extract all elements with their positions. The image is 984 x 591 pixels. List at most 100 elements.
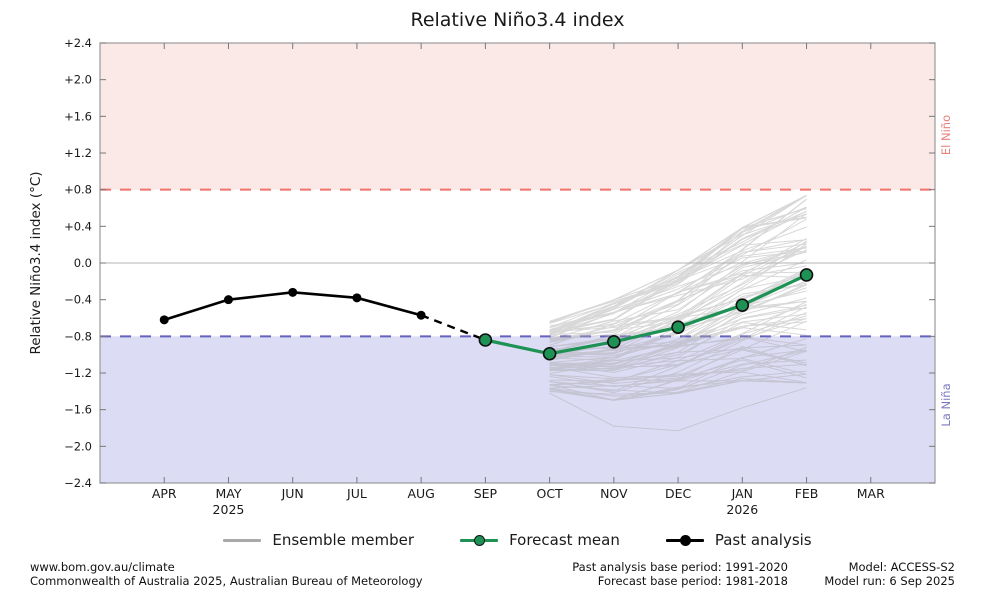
ensemble-member xyxy=(549,243,807,359)
forecast-mean-point xyxy=(735,298,750,312)
footer-copyright: Commonwealth of Australia 2025, Australi… xyxy=(30,574,423,588)
legend-label-past: Past analysis xyxy=(714,531,812,549)
ensemble-member xyxy=(549,349,807,387)
ensemble-member xyxy=(549,226,807,333)
y-tick-label: −2.4 xyxy=(64,476,92,490)
ensemble-member xyxy=(549,307,807,353)
x-year-label: 2026 xyxy=(726,502,758,517)
x-tick-label: FEB xyxy=(795,486,819,501)
ensemble-member xyxy=(549,379,807,401)
ensemble-member xyxy=(549,363,807,384)
ensemble-member xyxy=(549,277,807,354)
ensemble-member xyxy=(549,370,807,401)
ensemble-member xyxy=(549,378,807,395)
ensemble-member xyxy=(549,251,807,340)
ensemble-member xyxy=(549,283,807,372)
x-tick-label: AUG xyxy=(407,486,434,501)
ensemble-member xyxy=(549,349,807,401)
ensemble-member xyxy=(549,206,807,322)
ensemble-member xyxy=(549,336,807,362)
forecast-mean-line xyxy=(485,273,808,356)
chart-title: Relative Niño3.4 index xyxy=(410,9,624,31)
ensemble-member xyxy=(549,194,807,337)
legend-label-forecast: Forecast mean xyxy=(509,531,620,549)
ensemble-member xyxy=(549,280,807,364)
ensemble-member xyxy=(549,359,807,401)
ensemble-member xyxy=(549,194,807,336)
legend-item-forecast: Forecast mean xyxy=(460,531,620,549)
la-nina-band xyxy=(100,336,935,483)
y-tick-label: +2.4 xyxy=(64,36,92,50)
ensemble-member xyxy=(549,300,807,360)
x-tick-label: JUN xyxy=(281,486,304,501)
forecast-mean-point xyxy=(671,320,685,334)
forecast-mean-point xyxy=(607,335,621,349)
chart-legend: Ensemble member Forecast mean Past analy… xyxy=(100,525,935,555)
ensemble-member xyxy=(549,338,807,401)
y-tick-label: 0.0 xyxy=(74,256,92,270)
x-year-label: 2025 xyxy=(213,502,245,517)
ensemble-member xyxy=(549,300,807,333)
ensemble-member xyxy=(549,373,807,401)
legend-item-past: Past analysis xyxy=(665,531,812,549)
ensemble-member xyxy=(549,213,807,338)
ensemble-member xyxy=(549,271,807,359)
legend-label-ensemble: Ensemble member xyxy=(272,531,415,549)
ensemble-member xyxy=(549,303,807,366)
ensemble-member xyxy=(549,194,807,333)
ensemble-member xyxy=(549,218,807,336)
ensemble-member xyxy=(549,327,807,356)
ensemble-member xyxy=(549,243,807,343)
ensemble-member xyxy=(549,321,807,366)
ensemble-member xyxy=(549,247,807,334)
ensemble-member xyxy=(549,208,807,324)
ensemble-member xyxy=(549,313,807,370)
forecast-mean-point xyxy=(799,268,814,282)
ensemble-member xyxy=(549,194,807,322)
ensemble-member xyxy=(549,301,807,369)
ensemble-member xyxy=(549,346,807,378)
y-tick-label: +0.4 xyxy=(64,219,92,233)
ensemble-member xyxy=(549,287,807,374)
ensemble-member xyxy=(549,315,807,368)
past-analysis-point xyxy=(223,295,233,305)
y-tick-label: −1.6 xyxy=(64,403,92,417)
y-axis-label: Relative Niño3.4 index (°C) xyxy=(28,171,44,354)
ensemble-member xyxy=(549,336,807,392)
footer-model-run: Model run: 6 Sep 2025 xyxy=(824,574,955,588)
ensemble-member xyxy=(549,304,807,355)
past-analysis-point xyxy=(288,287,298,297)
ensemble-member xyxy=(549,348,807,372)
ensemble-member xyxy=(549,380,807,394)
la-nina-band-label: La Niña xyxy=(939,383,953,426)
ensemble-member xyxy=(549,371,807,386)
footer-past-base-period: Past analysis base period: 1991-2020 xyxy=(572,560,788,574)
ensemble-member xyxy=(549,210,807,333)
ensemble-member xyxy=(549,245,807,348)
x-tick-label: DEC xyxy=(665,486,692,501)
ensemble-member xyxy=(549,387,807,432)
ensemble-member xyxy=(549,217,807,329)
ensemble-member xyxy=(549,345,807,388)
ensemble-member xyxy=(549,380,807,401)
footer-model-info: Model: ACCESS-S2 Model run: 6 Sep 2025 xyxy=(824,560,955,588)
ensemble-member xyxy=(549,271,807,342)
ensemble-member xyxy=(549,359,807,382)
ensemble-member xyxy=(549,350,807,397)
ensemble-member xyxy=(549,318,807,350)
ensemble-member xyxy=(549,317,807,368)
footer-model: Model: ACCESS-S2 xyxy=(848,560,955,574)
ensemble-member xyxy=(549,262,807,341)
x-tick-label: MAY xyxy=(215,486,241,501)
ensemble-member xyxy=(549,344,807,369)
ensemble-member xyxy=(549,357,807,386)
el-nino-band-label: El Niño xyxy=(939,115,953,155)
footer-url: www.bom.gov.au/climate xyxy=(30,560,175,574)
ensemble-member xyxy=(549,198,807,332)
nino34-chart: +2.4 +2.0 +1.6 +1.2 +0.8 +0.4 0.0 −0.4 −0.8 −1.2 −… xyxy=(28,9,953,517)
ensemble-member xyxy=(549,213,807,327)
y-tick-label: +1.2 xyxy=(64,146,92,160)
ensemble-member xyxy=(549,304,807,373)
ensemble-member xyxy=(549,274,807,335)
ensemble-member xyxy=(549,239,807,335)
